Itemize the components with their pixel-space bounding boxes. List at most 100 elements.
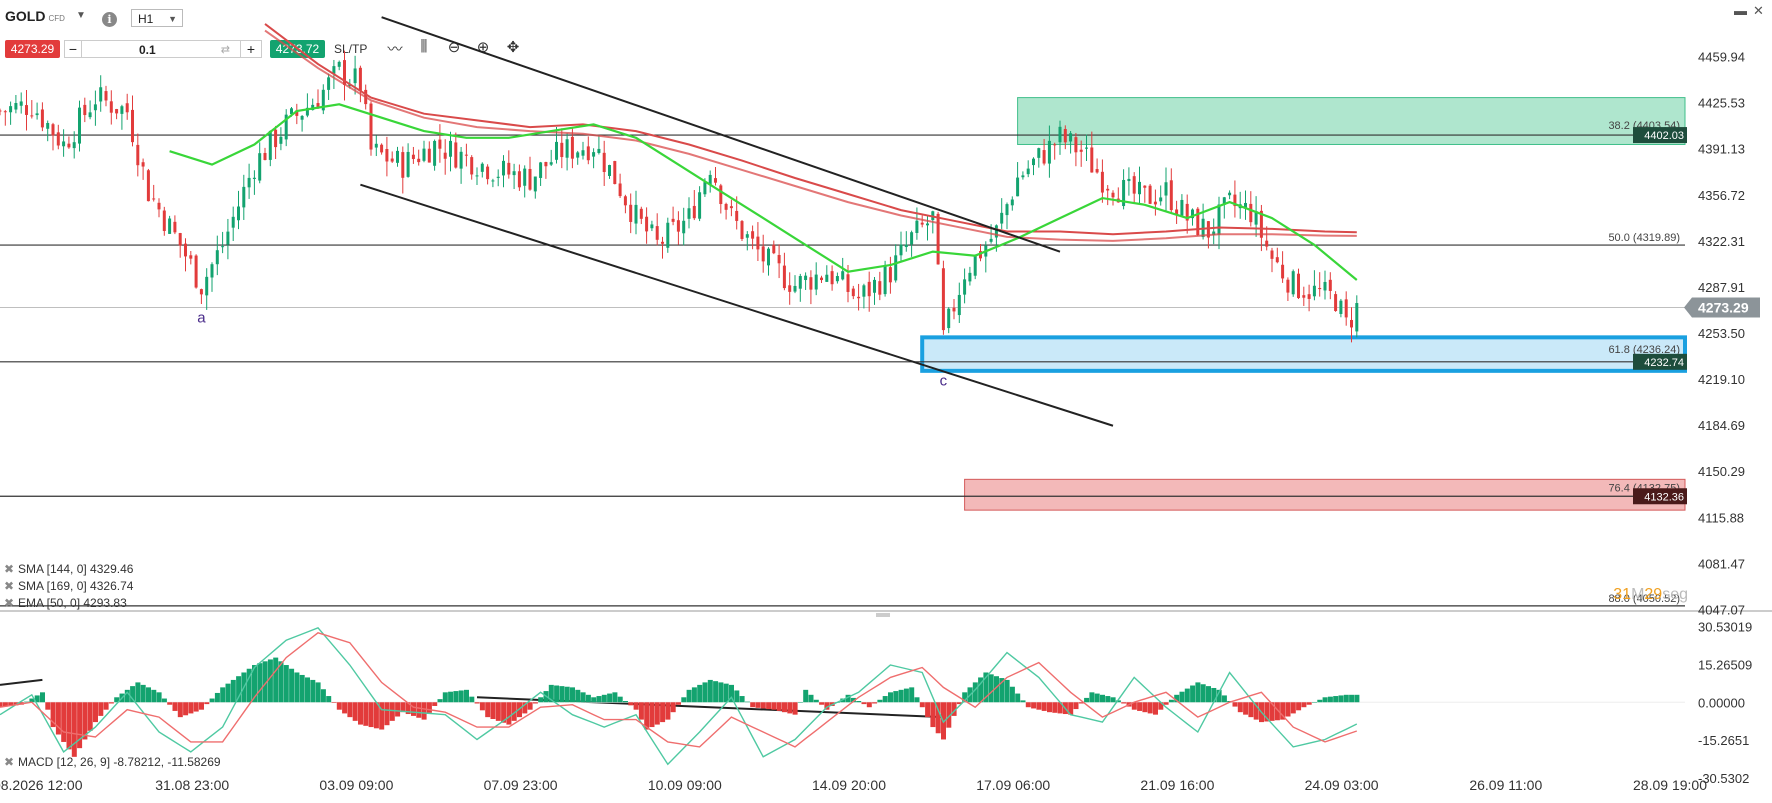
candle-body — [560, 142, 564, 158]
candle-body — [613, 161, 617, 185]
candle — [141, 158, 145, 180]
macd-histogram-bar — [1105, 696, 1111, 703]
macd-histogram-bar — [1068, 702, 1074, 715]
current-price-badge — [1684, 297, 1760, 318]
candle-body — [1270, 250, 1274, 259]
candle — [1328, 272, 1332, 300]
macd-histogram-bar — [230, 679, 236, 703]
info-icon[interactable]: i — [102, 12, 117, 27]
candle-body — [396, 150, 399, 163]
macd-tick-label: -30.5302 — [1698, 771, 1749, 786]
candle — [512, 163, 516, 190]
candle-body — [62, 141, 66, 147]
lot-increase-button[interactable]: + — [240, 40, 262, 58]
candle — [1122, 169, 1126, 210]
macd-histogram-bar — [384, 702, 390, 726]
macd-histogram-bar — [177, 702, 183, 718]
lot-size-input[interactable]: 0.1 ⇄ — [82, 40, 240, 58]
candle — [168, 215, 172, 234]
macd-histogram-bar — [670, 702, 676, 713]
macd-histogram-bar — [872, 702, 878, 704]
candle-body — [1302, 295, 1306, 298]
candlestick-icon[interactable]: ⫼ — [420, 38, 428, 55]
candle-body — [767, 248, 770, 266]
move-icon[interactable]: ✥ — [506, 39, 520, 56]
candle-body — [427, 148, 431, 163]
candle-body — [639, 208, 643, 219]
indicator-remove-icon: ✖ — [4, 562, 14, 576]
candle — [385, 136, 389, 177]
time-tick-label: 10.09 09:00 — [648, 777, 722, 793]
candle-body — [152, 198, 156, 200]
candle — [380, 143, 384, 155]
macd-histogram-bar — [1301, 702, 1307, 708]
macd-histogram-bar — [511, 702, 517, 721]
candle-body — [40, 109, 44, 128]
candle-body — [936, 213, 940, 265]
candle-body — [67, 143, 71, 148]
candle-body — [136, 144, 140, 166]
candle — [406, 143, 410, 178]
candle — [46, 120, 50, 142]
candle-body — [1074, 137, 1078, 153]
candle — [1032, 157, 1035, 176]
close-icon[interactable]: ✕ — [1753, 3, 1764, 18]
macd-histogram-bar — [532, 702, 538, 704]
macd-label: MACD [12, 26, 9] -8.78212, -11.58269 — [18, 755, 221, 769]
candle — [67, 136, 71, 149]
candle — [152, 184, 156, 202]
candle — [1063, 125, 1067, 150]
candle-body — [3, 111, 7, 113]
sma-144-line — [264, 23, 1357, 236]
candle — [745, 231, 749, 251]
candle — [867, 271, 871, 312]
macd-histogram-bar — [824, 702, 830, 710]
candle-body — [793, 285, 797, 292]
line-tool-icon[interactable]: 〰 — [387, 41, 403, 58]
macd-tick-label: 30.53019 — [1698, 620, 1752, 635]
candle — [226, 218, 230, 260]
sell-button[interactable]: 4273.29 — [5, 40, 60, 58]
timeframe-select[interactable]: H1 ▼ — [131, 9, 183, 27]
macd-histogram-bar — [199, 702, 204, 710]
macd-histogram-bar — [411, 702, 416, 716]
candle — [1090, 131, 1094, 173]
candle — [51, 122, 55, 151]
price-tick-label: 4219.10 — [1698, 372, 1745, 387]
symbol-dropdown-icon[interactable]: ▼ — [76, 10, 86, 21]
candle-body — [719, 185, 723, 205]
candle — [337, 60, 341, 71]
candle-body — [146, 170, 150, 202]
candle-body — [205, 276, 209, 296]
macd-histogram-bar — [278, 661, 284, 703]
candle-body — [300, 115, 304, 120]
minimize-icon[interactable]: ▬ — [1734, 3, 1747, 18]
lot-decrease-button[interactable]: − — [64, 40, 82, 58]
candle-body — [252, 177, 256, 179]
candle-body — [1026, 168, 1030, 175]
macd-signal-line — [0, 632, 1358, 748]
symbol-name[interactable]: GOLD CFD — [5, 8, 65, 24]
candle-body — [290, 108, 293, 115]
trendline — [360, 183, 1114, 427]
candle-body — [888, 267, 892, 283]
sltp-button[interactable]: SL/TP — [334, 42, 368, 56]
candle-body — [422, 148, 426, 161]
candle — [83, 97, 87, 123]
candle-body — [947, 308, 951, 329]
candle-body — [825, 274, 829, 282]
candle-body — [1254, 211, 1258, 225]
candle — [539, 161, 543, 186]
time-tick-label: 24.09 03:00 — [1305, 777, 1379, 793]
macd-histogram-bar — [352, 702, 358, 721]
candle — [963, 268, 967, 304]
candle — [777, 244, 781, 279]
candle-body — [88, 112, 92, 118]
macd-histogram-bar — [98, 702, 104, 716]
candle-body — [517, 171, 521, 188]
candle-body — [131, 109, 134, 143]
candle-body — [761, 246, 765, 262]
candle — [93, 90, 97, 126]
macd-remove-icon: ✖ — [4, 755, 14, 769]
